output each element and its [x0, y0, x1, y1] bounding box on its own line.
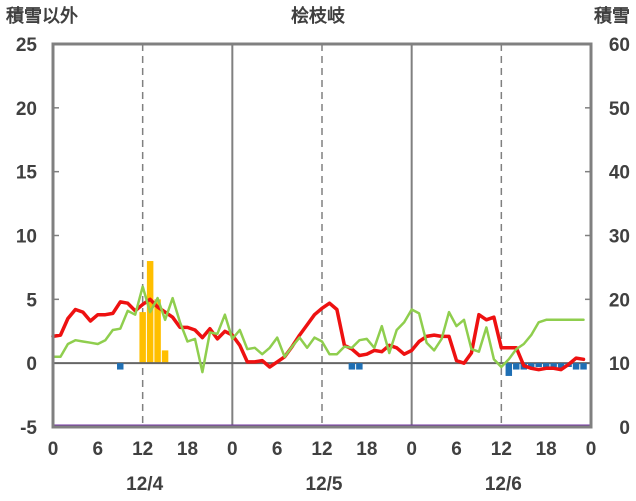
x-tick-label: 6 — [93, 439, 104, 460]
x-tick-label: 0 — [48, 439, 59, 460]
plot-frame — [51, 42, 593, 429]
x-tick-label: 6 — [272, 439, 283, 460]
x-tick-label: 18 — [536, 439, 557, 460]
precip-bar — [513, 363, 520, 370]
x-tick-label: 18 — [356, 439, 377, 460]
snowfall-bar — [161, 350, 169, 364]
right-axis-label: 積雪 — [593, 5, 630, 27]
precip-bar — [572, 363, 580, 370]
red-line-series — [51, 297, 586, 372]
precip-bar — [580, 363, 587, 370]
right-tick-label: 30 — [609, 227, 630, 248]
date-label: 12/6 — [485, 474, 522, 495]
chart-title: 桧枝岐 — [291, 5, 346, 27]
x-tick-label: 6 — [451, 439, 462, 460]
snowfall-bar — [154, 299, 161, 364]
left-tick-label: 5 — [26, 290, 37, 311]
precip-bar — [557, 363, 565, 370]
right-tick-label: 50 — [609, 99, 630, 120]
left-tick-label: 15 — [16, 163, 38, 184]
x-tick-label: 0 — [586, 439, 597, 460]
precip-bar — [505, 363, 513, 376]
precip-bar — [550, 363, 557, 367]
right-tick-label: 10 — [609, 354, 630, 375]
left-tick-label: 20 — [16, 99, 37, 120]
left-axis-label: 積雪以外 — [5, 5, 78, 27]
left-tick-label: 25 — [16, 35, 38, 56]
precip-bar — [356, 363, 363, 370]
precip-bar — [535, 363, 542, 367]
precip-bar — [348, 363, 356, 370]
right-tick-label: 0 — [619, 418, 630, 439]
precip-bar — [542, 363, 550, 367]
right-tick-label: 20 — [609, 290, 630, 311]
x-tick-label: 0 — [227, 439, 238, 460]
x-tick-label: 12 — [491, 439, 512, 460]
date-label: 12/5 — [306, 474, 343, 495]
left-tick-label: -5 — [20, 418, 37, 439]
snowfall-bar — [139, 312, 146, 364]
left-tick-label: 0 — [26, 354, 37, 375]
left-tick-label: 10 — [16, 227, 37, 248]
precip-bar — [527, 363, 535, 367]
x-tick-label: 18 — [177, 439, 198, 460]
precip-bar — [117, 363, 124, 370]
green-line-series — [51, 285, 585, 374]
right-tick-label: 40 — [609, 163, 630, 184]
right-tick-label: 60 — [609, 35, 630, 56]
x-tick-label: 0 — [406, 439, 417, 460]
date-label: 12/4 — [126, 474, 163, 495]
x-tick-label: 12 — [132, 439, 153, 460]
x-tick-label: 12 — [311, 439, 332, 460]
